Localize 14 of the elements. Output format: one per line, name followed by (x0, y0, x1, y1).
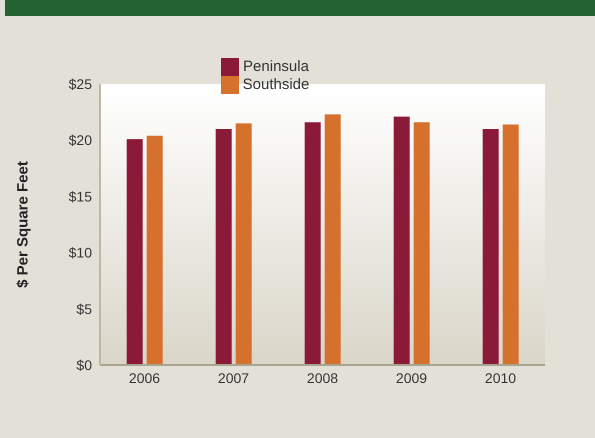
x-tick-label: 2006 (128, 370, 160, 386)
y-tick-label: $0 (76, 356, 92, 373)
y-tick-label: $5 (76, 300, 92, 317)
y-tick-label: $20 (68, 132, 92, 148)
y-tick-label: $15 (68, 188, 92, 204)
x-tick-label: 2009 (396, 370, 428, 386)
legend-label: Southside (242, 76, 310, 94)
x-tick-label: 2007 (218, 370, 250, 386)
x-tick-label: 2010 (484, 370, 516, 386)
y-axis-title: $ Per Square Feet (14, 161, 32, 288)
legend-label: Peninsula (243, 58, 309, 75)
x-tick-label: 2008 (306, 370, 338, 386)
y-tick-label: $10 (68, 244, 92, 261)
y-tick-label: $25 (68, 76, 92, 92)
